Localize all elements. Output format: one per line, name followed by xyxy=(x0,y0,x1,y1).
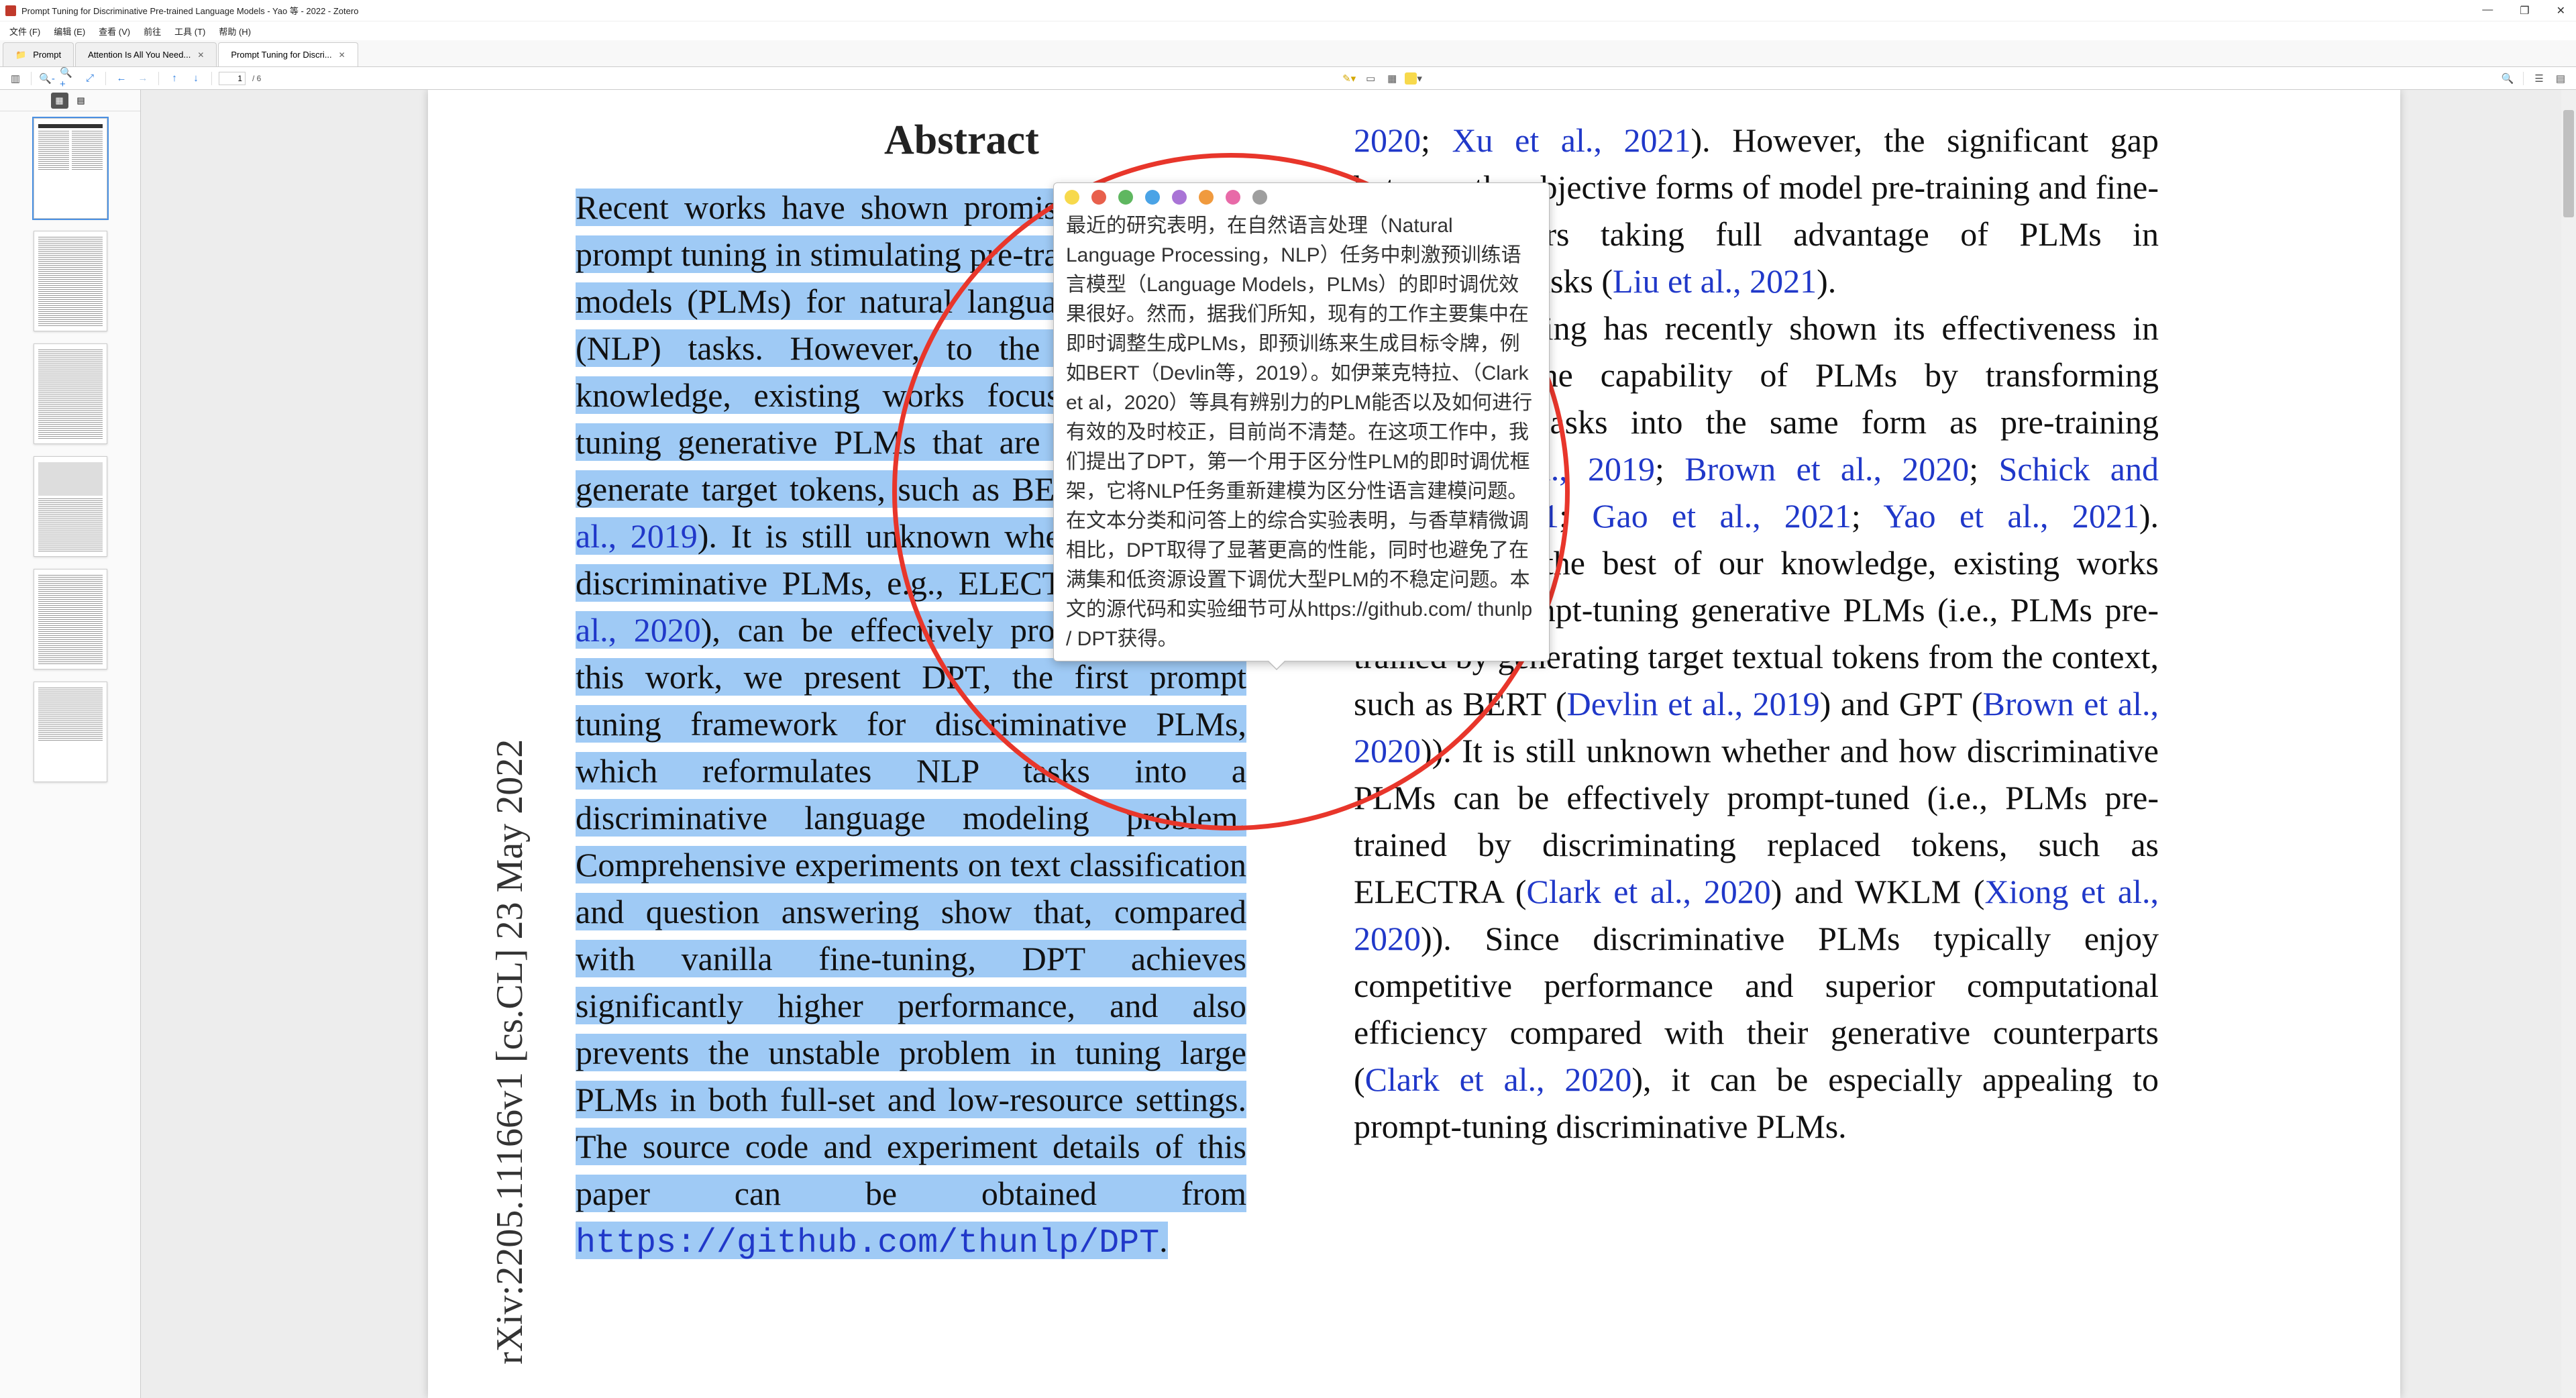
sidebar-toggle-button[interactable]: ▥ xyxy=(7,70,24,87)
view-mode-button[interactable]: ☰ xyxy=(2530,70,2548,87)
close-button[interactable]: ✕ xyxy=(2551,4,2571,17)
close-icon[interactable]: ✕ xyxy=(197,50,204,60)
scrollbar-thumb[interactable] xyxy=(2563,110,2574,217)
window-title: Prompt Tuning for Discriminative Pre-tra… xyxy=(21,4,2477,17)
outline-tab[interactable]: ▤ xyxy=(72,93,90,109)
zoom-fit-button[interactable]: ⤢ xyxy=(81,70,99,87)
page-count: / 6 xyxy=(250,74,264,83)
note-tool-button[interactable]: ▭ xyxy=(1362,70,1379,87)
zoom-out-button[interactable]: 🔍- xyxy=(38,70,56,87)
tab-attention[interactable]: Attention Is All You Need... ✕ xyxy=(75,42,217,66)
nav-back-button[interactable]: ← xyxy=(113,70,130,87)
color-swatch-7[interactable] xyxy=(1252,190,1267,205)
menu-edit[interactable]: 编辑 (E) xyxy=(48,23,91,39)
close-icon[interactable]: ✕ xyxy=(339,50,345,60)
window-controls: — ❐ ✕ xyxy=(2477,4,2571,17)
zotero-icon xyxy=(5,5,16,16)
context-pane-button[interactable]: ▤ xyxy=(2552,70,2569,87)
menubar: 文件 (F) 编辑 (E) 查看 (V) 前往 工具 (T) 帮助 (H) xyxy=(0,21,2576,40)
reader-toolbar: ▥ 🔍- 🔍+ ⤢ ← → ↑ ↓ / 6 ✎▾ ▭ ▦ ▾ 🔍 ☰ ▤ xyxy=(0,67,2576,90)
tab-label: Prompt xyxy=(33,50,61,60)
maximize-button[interactable]: ❐ xyxy=(2514,4,2534,17)
abstract-heading: Abstract xyxy=(884,117,1039,164)
color-swatch-2[interactable] xyxy=(1118,190,1133,205)
menu-help[interactable]: 帮助 (H) xyxy=(213,23,256,39)
sidebar: ▦ ▤ xyxy=(0,90,141,1398)
color-swatch-1[interactable] xyxy=(1091,190,1106,205)
tab-library[interactable]: 📁 Prompt xyxy=(3,42,74,66)
arxiv-stamp: rXiv:2205.11166v1 [cs.CL] 23 May 2022 xyxy=(488,739,531,1364)
zoom-in-button[interactable]: 🔍+ xyxy=(60,70,77,87)
area-tool-button[interactable]: ▦ xyxy=(1383,70,1401,87)
color-swatch-0[interactable] xyxy=(1065,190,1079,205)
minimize-button[interactable]: — xyxy=(2477,4,2498,17)
thumbnail-page-5[interactable] xyxy=(34,569,107,669)
vertical-scrollbar[interactable] xyxy=(2561,90,2576,1398)
color-swatch-3[interactable] xyxy=(1145,190,1160,205)
thumbnail-page-6[interactable] xyxy=(34,682,107,782)
page-up-button[interactable]: ↑ xyxy=(166,70,183,87)
annotation-text[interactable]: 最近的研究表明，在自然语言处理（Natural Language Process… xyxy=(1054,211,1549,654)
thumbnail-page-2[interactable] xyxy=(34,231,107,331)
tab-prompt-tuning[interactable]: Prompt Tuning for Discri... ✕ xyxy=(218,42,358,66)
annotation-popup: 最近的研究表明，在自然语言处理（Natural Language Process… xyxy=(1053,182,1550,661)
thumbnail-list[interactable] xyxy=(0,111,140,1398)
thumbnail-page-4[interactable] xyxy=(34,456,107,557)
titlebar: Prompt Tuning for Discriminative Pre-tra… xyxy=(0,0,2576,21)
main-area: ▦ ▤ rXiv:2205.11166v1 [cs.CL] 23 May 202… xyxy=(0,90,2576,1398)
color-swatch-5[interactable] xyxy=(1199,190,1214,205)
tab-label: Prompt Tuning for Discri... xyxy=(231,50,331,60)
thumbnail-page-1[interactable] xyxy=(34,118,107,219)
thumbnail-page-3[interactable] xyxy=(34,343,107,444)
nav-forward-button[interactable]: → xyxy=(134,70,152,87)
reader-viewport[interactable]: rXiv:2205.11166v1 [cs.CL] 23 May 2022 Ab… xyxy=(141,90,2576,1398)
page-down-button[interactable]: ↓ xyxy=(187,70,205,87)
find-button[interactable]: 🔍 xyxy=(2499,70,2516,87)
folder-icon: 📁 xyxy=(15,50,26,60)
menu-tools[interactable]: 工具 (T) xyxy=(169,23,211,39)
page-number-input[interactable] xyxy=(219,72,246,85)
thumbnails-tab[interactable]: ▦ xyxy=(51,93,68,109)
annotation-color-row xyxy=(1054,183,1549,211)
menu-file[interactable]: 文件 (F) xyxy=(4,23,46,39)
menu-view[interactable]: 查看 (V) xyxy=(93,23,136,39)
document-tabs: 📁 Prompt Attention Is All You Need... ✕ … xyxy=(0,40,2576,67)
tab-label: Attention Is All You Need... xyxy=(88,50,191,60)
color-swatch-4[interactable] xyxy=(1172,190,1187,205)
color-picker-button[interactable]: ▾ xyxy=(1405,70,1422,87)
highlight-tool-button[interactable]: ✎▾ xyxy=(1340,70,1358,87)
color-swatch-6[interactable] xyxy=(1226,190,1240,205)
menu-go[interactable]: 前往 xyxy=(138,23,166,39)
sidebar-tabs: ▦ ▤ xyxy=(0,90,140,111)
